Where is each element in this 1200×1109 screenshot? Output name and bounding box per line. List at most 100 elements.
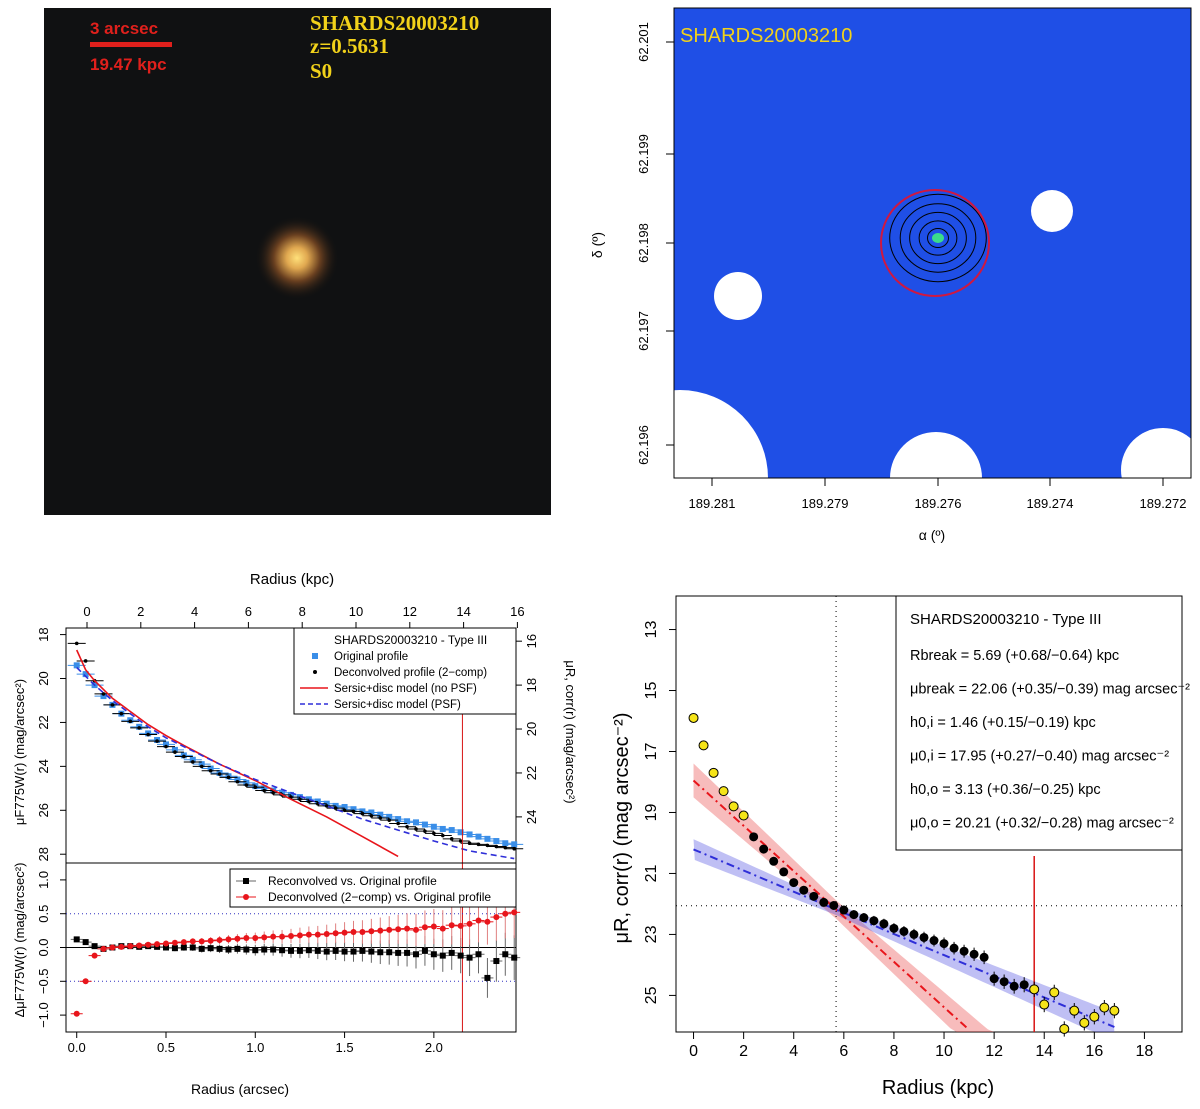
profile-ylabel-right: μR, corr(r) (mag/arcsec²) — [563, 660, 578, 803]
profile-panel: Radius (kpc) Radius (arcsec) μF775W(r) (… — [0, 560, 590, 1104]
deconv-res-point — [261, 934, 268, 941]
top-x-tick-label: 0 — [83, 604, 90, 619]
recon-point — [225, 946, 232, 953]
orig-point — [484, 835, 491, 842]
recon-point — [448, 949, 455, 956]
deconv-res-point — [296, 932, 303, 939]
orig-point — [421, 821, 428, 828]
deconv-res-point — [270, 933, 277, 940]
deconv-point — [74, 641, 79, 646]
fitted-point — [959, 946, 969, 956]
fit-x-tick-label: 12 — [985, 1043, 1003, 1060]
recon-point — [484, 974, 491, 981]
deconv-res-point — [421, 924, 428, 931]
deconv-point — [101, 692, 106, 696]
residual-ylabel: ΔμF775W(r) (mag/arcsec²) — [12, 863, 27, 1018]
orig-point — [350, 806, 357, 813]
deconv-point — [387, 818, 392, 822]
recon-point — [421, 947, 428, 954]
orig-point — [73, 662, 80, 669]
fit-y-tick-label: 23 — [643, 925, 660, 943]
residual-x-tick-label: 0.5 — [157, 1040, 175, 1055]
orig-point — [404, 818, 411, 825]
deconv-point — [307, 799, 311, 804]
orig-point — [82, 671, 89, 678]
map-x-tick-label: 189.281 — [689, 496, 736, 511]
fit-y-tick-label: 17 — [643, 742, 660, 760]
deconv-point — [458, 839, 463, 843]
deconv-res-point — [502, 910, 509, 917]
deconv-res-point — [332, 930, 339, 937]
deconv-res-point — [216, 937, 223, 944]
excluded-point — [1029, 984, 1040, 995]
fitted-point — [769, 856, 779, 866]
recon-point — [252, 947, 259, 954]
deconv-res-point — [350, 928, 357, 935]
excluded-point — [718, 786, 729, 797]
deconv-point — [110, 703, 115, 707]
deconv-point — [190, 760, 195, 764]
deconv-point — [137, 726, 142, 730]
deconv-point — [226, 775, 231, 780]
redshift-label: z=0.5631 — [310, 34, 389, 58]
fitted-point — [979, 952, 989, 962]
deconv-point — [146, 732, 150, 737]
excluded-point — [1049, 987, 1060, 998]
fitted-point — [849, 910, 859, 920]
deconv-res-point — [511, 909, 518, 916]
fit-x-tick-label: 8 — [889, 1043, 898, 1060]
deconv-point — [119, 711, 124, 716]
fitted-point — [799, 885, 809, 895]
deconv-res-point — [377, 927, 384, 934]
recon-point — [163, 944, 169, 951]
deconv-point — [449, 837, 454, 841]
fit-x-tick-label: 18 — [1136, 1043, 1154, 1060]
recon-point — [395, 949, 402, 956]
aperture-ellipse — [880, 189, 990, 297]
deconv-point — [351, 809, 356, 814]
residual-y-tick-label: −0.5 — [36, 968, 51, 994]
legend-entry: Sersic+disc model (no PSF) — [334, 683, 477, 695]
fit-legend-title: SHARDS20003210 - Type III — [910, 611, 1102, 628]
excluded-point — [688, 712, 699, 723]
recon-point — [368, 948, 375, 955]
deconv-res-point — [163, 940, 169, 947]
top-x-tick-label: 16 — [510, 604, 524, 619]
deconv-res-point — [404, 925, 411, 932]
deconv-point — [235, 779, 240, 784]
recon-point — [296, 947, 303, 954]
fit-x-tick-label: 2 — [739, 1043, 748, 1060]
recon-point — [386, 949, 393, 956]
morph-type-label: S0 — [310, 59, 332, 83]
left-y-tick-label: 28 — [36, 847, 51, 861]
deconv-res-point — [145, 941, 152, 948]
deconv-point — [128, 719, 133, 724]
mask-disc — [1031, 190, 1073, 232]
recon-point — [377, 949, 384, 956]
orig-point — [395, 816, 402, 823]
recon-point — [234, 945, 241, 952]
fitted-point — [779, 867, 789, 877]
fitted-point — [889, 923, 899, 933]
recon-point — [91, 943, 98, 950]
orig-point — [368, 809, 375, 816]
mask-disc — [1121, 428, 1200, 512]
model-psf-line — [76, 666, 515, 860]
excluded-point — [698, 740, 709, 751]
top-x-tick-label: 8 — [299, 604, 306, 619]
left-y-tick-label: 22 — [36, 715, 51, 729]
recon-point — [279, 947, 286, 954]
deconv-res-point — [180, 939, 187, 946]
map-y-tick-label: 62.201 — [636, 22, 651, 62]
recon-point — [430, 951, 437, 958]
fit-y-tick-label: 25 — [643, 986, 660, 1004]
deconv-point — [199, 764, 204, 769]
top-x-tick-label: 12 — [403, 604, 417, 619]
residual-x-tick-label: 1.0 — [246, 1040, 264, 1055]
map-x-tick-label: 189.272 — [1140, 496, 1187, 511]
orig-point — [341, 803, 348, 810]
recon-point — [475, 951, 482, 958]
top-x-tick-label: 14 — [456, 604, 470, 619]
contours — [880, 189, 990, 297]
right-y-tick-label: 22 — [524, 766, 539, 780]
